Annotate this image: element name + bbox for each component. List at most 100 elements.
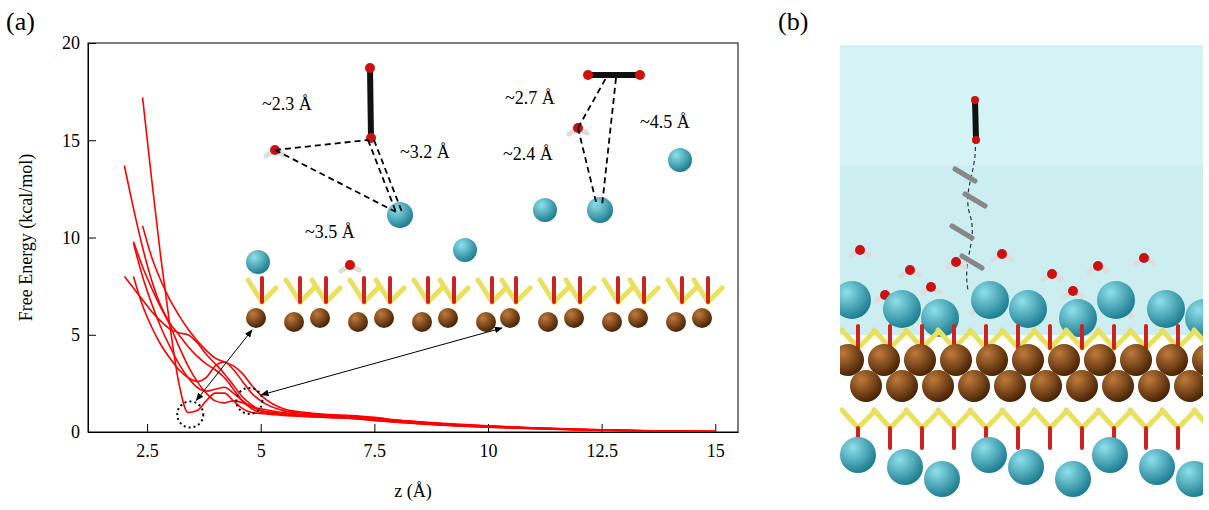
calcium-ion (840, 281, 871, 319)
oxygen-bond (490, 278, 494, 302)
y-tick-mark (88, 238, 96, 239)
co2-ghost (952, 226, 972, 238)
iron-atom (602, 312, 622, 332)
silicate-bond (376, 280, 390, 302)
co2-oxygen (583, 70, 593, 80)
iron-atom (868, 344, 900, 376)
silicate-bond (1178, 332, 1194, 348)
distance-line (275, 140, 368, 150)
iron-atom (348, 312, 368, 332)
oxygen-bond (1080, 428, 1084, 448)
inset-left: ~2.3 Å ~3.2 Å ~3.5 Å (246, 63, 506, 332)
silicate-bond (708, 288, 722, 302)
silicate-bond (440, 280, 454, 302)
silicate-bond (262, 288, 276, 302)
free-energy-curve (143, 226, 716, 432)
iron-atom (958, 370, 990, 402)
y-tick-mark (88, 43, 96, 44)
inset-label: ~4.5 Å (640, 112, 690, 132)
silicate-bond (970, 410, 986, 428)
x-axis: 2.557.51012.515 (89, 424, 739, 461)
silicate-bond (604, 280, 618, 302)
calcium-ion (668, 148, 692, 172)
silicate-bond (618, 288, 632, 302)
water-oxygen (997, 249, 1007, 259)
silicate-bond (1018, 412, 1034, 428)
oxygen-bond (856, 326, 860, 348)
calcium-ion (1097, 281, 1135, 319)
inset-label: ~3.5 Å (305, 222, 355, 242)
co2-oxygen (972, 136, 980, 144)
iron-atom (850, 370, 882, 402)
silicate-bond (1146, 332, 1162, 348)
silicate-bond (1034, 330, 1050, 348)
silicate-bond (1034, 410, 1050, 428)
iron-atom (476, 312, 496, 332)
silicate-bond (1194, 330, 1203, 348)
free-energy-curve (133, 241, 715, 431)
iron-atom (1138, 370, 1170, 402)
x-tick-mark (715, 424, 716, 432)
silicate-bond (874, 410, 890, 428)
calcium-ion (1176, 461, 1203, 497)
inset-label: ~2.3 Å (262, 94, 312, 114)
silicate-bond (580, 288, 594, 302)
water-oxygen (1139, 253, 1149, 263)
silicate-bond (938, 410, 954, 428)
silicate-bond (300, 288, 314, 302)
iron-atom (886, 370, 918, 402)
silicate-bond (970, 330, 986, 348)
oxygen-bond (920, 428, 924, 448)
silicate-bond (502, 280, 516, 302)
oxygen-bond (1112, 326, 1116, 348)
oxygen-bond (452, 278, 456, 302)
iron-atom (1156, 344, 1188, 376)
x-tick: 2.5 (136, 424, 159, 461)
oxygen-bond (952, 428, 956, 448)
silicate-bond (540, 280, 554, 302)
iron-atom (564, 308, 584, 328)
silicate-bond (554, 288, 568, 302)
x-tick: 5 (257, 424, 266, 461)
water-oxygen (905, 265, 915, 275)
iron-atom (1048, 344, 1080, 376)
iron-atom (1102, 370, 1134, 402)
silicate-bond (858, 412, 874, 428)
y-tick: 10 (62, 228, 96, 248)
iron-atom (1120, 344, 1152, 376)
iron-atom (246, 308, 266, 328)
distance-line (578, 128, 597, 206)
calcium-ion (587, 197, 613, 223)
silicate-bond (566, 280, 580, 302)
iron-atom (976, 344, 1008, 376)
silicate-bond (1002, 330, 1018, 348)
iron-atom (994, 370, 1026, 402)
silicate-bond (478, 280, 492, 302)
silicate-bond (492, 288, 506, 302)
y-tick-label: 15 (62, 131, 80, 151)
silicate-bond (890, 332, 906, 348)
silicate-bond (1178, 412, 1194, 428)
silicate-bond (694, 280, 708, 302)
x-tick-label: 7.5 (364, 441, 387, 461)
co2-carbon (588, 72, 640, 78)
water-oxygen (926, 282, 936, 292)
inset-right: ~2.7 Å~2.4 Å~4.5 Å (500, 70, 722, 332)
oxygen-bond (1080, 326, 1084, 348)
oxygen-bond (1048, 428, 1052, 448)
silicate-bond (364, 288, 378, 302)
panel-label: (a) (6, 7, 35, 36)
silicate-bond (1002, 410, 1018, 428)
y-tick-label: 5 (71, 325, 80, 345)
oxygen-bond (616, 278, 620, 302)
co2-ghost (965, 194, 985, 206)
oxygen-bond (1016, 326, 1020, 348)
calcium-ion (971, 281, 1009, 319)
oxygen-bond (680, 278, 684, 302)
free-energy-curve (133, 276, 715, 431)
arrow (261, 328, 502, 395)
calcium-ion (887, 449, 923, 485)
inset-label: ~3.2 Å (400, 142, 450, 162)
silicate-bond (1130, 410, 1146, 428)
x-tick-label: 12.5 (586, 441, 618, 461)
